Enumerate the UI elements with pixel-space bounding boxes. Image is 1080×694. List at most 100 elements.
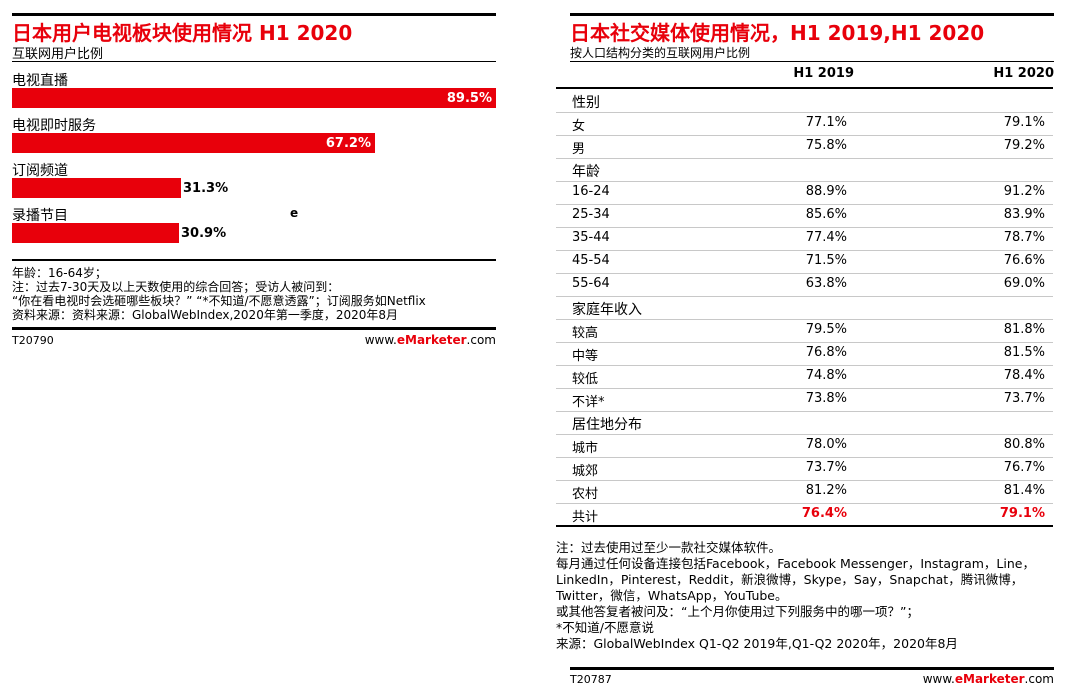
social-note-line: 注：过去使用过至少一款社交媒体软件。 <box>556 540 782 555</box>
social-note-line: Twitter，微信，WhatsApp，YouTube。 <box>556 588 788 603</box>
tv-chart-subtitle: 互联网用户比例 <box>12 47 104 62</box>
bar <box>12 223 179 243</box>
emarketer-brand: www.eMarketer.com <box>922 672 1054 686</box>
cell-h1-2019: 88.9% <box>805 184 847 199</box>
cell-h1-2019: 76.4% <box>801 506 847 521</box>
row-label: 25-34 <box>572 207 610 222</box>
table-section-row: 性别 <box>556 89 1053 113</box>
cell-h1-2020: 79.1% <box>999 506 1045 521</box>
table-row: 35-44 77.4% 78.7% <box>556 227 1053 251</box>
row-label: 农村 <box>572 487 599 502</box>
social-note-line: 来源：GlobalWebIndex Q1-Q2 2019年,Q1-Q2 2020… <box>556 636 958 651</box>
social-note-line: *不知道/不愿意说 <box>556 620 654 635</box>
tv-note-source: 资料来源：资料来源：GlobalWebIndex,2020年第一季度，2020年… <box>12 308 399 322</box>
cell-h1-2019: 75.8% <box>805 138 847 153</box>
bar-value-label: 31.3% <box>183 181 229 196</box>
cell-h1-2019: 73.8% <box>805 391 847 406</box>
tv-note-age: 年龄：16-64岁； <box>12 266 107 280</box>
table-section-row: 年龄 <box>556 158 1053 182</box>
cell-h1-2019: 77.4% <box>805 230 847 245</box>
cell-h1-2019: 78.0% <box>805 437 847 452</box>
row-label: 35-44 <box>572 230 610 245</box>
row-label: 55-64 <box>572 276 610 291</box>
bar <box>12 88 496 108</box>
table-row: 城郊 73.7% 76.7% <box>556 457 1053 481</box>
notes-rule <box>12 259 496 261</box>
header-rule <box>556 87 1053 89</box>
table-row: 45-54 71.5% 76.6% <box>556 250 1053 274</box>
bar <box>12 178 181 198</box>
bar-category-label: 录播节目 <box>12 208 68 224</box>
social-note-line: 或其他答复者被问及：“上个月你使用过下列服务中的哪一项？”； <box>556 604 919 619</box>
bar-category-label: 电视即时服务 <box>12 118 96 134</box>
row-label: 不详* <box>572 395 605 410</box>
table-row: 55-64 63.8% 69.0% <box>556 273 1053 297</box>
cell-h1-2020: 81.8% <box>1003 322 1045 337</box>
table-row: 不详* 73.8% 73.7% <box>556 388 1053 412</box>
social-table-title: 日本社交媒体使用情况，H1 2019,H1 2020 <box>570 21 985 45</box>
row-label: 城郊 <box>572 464 599 479</box>
cell-h1-2020: 79.1% <box>1003 115 1045 130</box>
row-label: 较高 <box>572 326 599 341</box>
social-footer-id: T20787 <box>570 673 612 686</box>
bar-category-label: 订阅频道 <box>12 163 68 179</box>
table-section-row: 家庭年收入 <box>556 296 1053 320</box>
cell-h1-2019: 76.8% <box>805 345 847 360</box>
row-label: 城市 <box>572 441 599 456</box>
row-label: 女 <box>572 119 586 134</box>
cell-h1-2020: 78.4% <box>1003 368 1045 383</box>
table-row: 较高 79.5% 81.8% <box>556 319 1053 343</box>
footer-rule <box>570 667 1054 670</box>
table-total-row: 共计 76.4% 79.1% <box>556 503 1053 527</box>
row-label: 45-54 <box>572 253 610 268</box>
row-label: 较低 <box>572 372 599 387</box>
cell-h1-2020: 76.6% <box>1003 253 1045 268</box>
cell-h1-2019: 63.8% <box>805 276 847 291</box>
cell-h1-2020: 78.7% <box>1003 230 1045 245</box>
cell-h1-2020: 81.5% <box>1003 345 1045 360</box>
table-row: 城市 78.0% 80.8% <box>556 434 1053 458</box>
row-label: 中等 <box>572 349 599 364</box>
social-note-line: LinkedIn，Pinterest，Reddit，新浪微博，Skype，Say… <box>556 572 1024 587</box>
table-row: 较低 74.8% 78.4% <box>556 365 1053 389</box>
table-row: 16-24 88.9% 91.2% <box>556 181 1053 205</box>
cell-h1-2019: 73.7% <box>805 460 847 475</box>
table-section-row: 居住地分布 <box>556 411 1053 435</box>
tv-footer-id: T20790 <box>12 334 54 347</box>
social-table-subtitle: 按人口结构分类的互联网用户比例 <box>570 46 751 60</box>
col-header-h1-2020: H1 2020 <box>993 66 1054 81</box>
table-row: 男 75.8% 79.2% <box>556 135 1053 159</box>
subtitle-rule <box>12 61 496 62</box>
top-rule <box>12 13 496 16</box>
cell-h1-2020: 69.0% <box>1003 276 1045 291</box>
cell-h1-2019: 85.6% <box>805 207 847 222</box>
cell-h1-2019: 71.5% <box>805 253 847 268</box>
bar-value-label: 89.5% <box>446 91 492 106</box>
table-row: 中等 76.8% 81.5% <box>556 342 1053 366</box>
row-label: 年龄 <box>572 164 600 180</box>
cell-h1-2020: 80.8% <box>1003 437 1045 452</box>
table-row: 25-34 85.6% 83.9% <box>556 204 1053 228</box>
bar-category-label: 电视直播 <box>12 73 68 89</box>
cell-h1-2019: 81.2% <box>805 483 847 498</box>
tv-note-method: 注：过去7-30天及以上天数使用的综合回答；受访人被问到： <box>12 280 340 294</box>
social-notes: 注：过去使用过至少一款社交媒体软件。 每月通过任何设备连接包括Facebook，… <box>556 540 1035 652</box>
cell-h1-2019: 77.1% <box>805 115 847 130</box>
cell-h1-2019: 74.8% <box>805 368 847 383</box>
table-row: 女 77.1% 79.1% <box>556 112 1053 136</box>
table-row: 农村 81.2% 81.4% <box>556 480 1053 504</box>
footer-rule <box>12 327 496 330</box>
tv-note-question: “你在看电视时会选砸哪些板块？” “*不知道/不愿意透露”；订阅服务如Netfl… <box>12 294 426 308</box>
table-bottom-rule <box>556 525 1053 527</box>
cell-h1-2020: 76.7% <box>1003 460 1045 475</box>
row-label: 共计 <box>572 510 599 525</box>
col-header-h1-2019: H1 2019 <box>793 66 854 81</box>
row-label: 性别 <box>572 95 600 111</box>
row-label: 家庭年收入 <box>572 302 642 318</box>
bar-value-label: 30.9% <box>181 226 227 241</box>
emarketer-brand: www.eMarketer.com <box>364 333 496 347</box>
top-rule <box>570 13 1054 16</box>
row-label: 16-24 <box>572 184 610 199</box>
cell-h1-2020: 73.7% <box>1003 391 1045 406</box>
cell-h1-2020: 83.9% <box>1003 207 1045 222</box>
